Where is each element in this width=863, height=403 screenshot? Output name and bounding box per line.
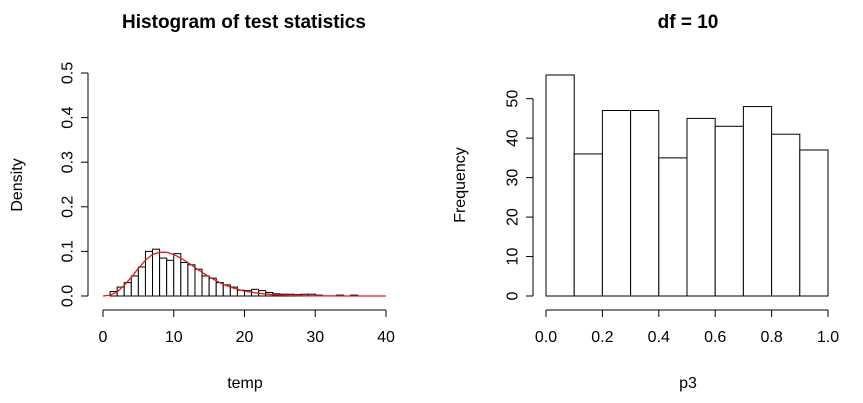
y-axis: 0.0 0.1 0.2 0.3 0.4 0.5 bbox=[60, 62, 89, 307]
histogram-bar bbox=[573, 153, 603, 297]
histogram-bar bbox=[799, 149, 829, 297]
y-tick-label: 20 bbox=[505, 208, 522, 226]
histogram-bar bbox=[201, 275, 210, 297]
histogram-bar bbox=[601, 110, 632, 297]
x-tick-label: 0.4 bbox=[648, 329, 670, 346]
frequency-histogram-panel: df = 10 p3 Frequency 0.0 0.2 0.4 0.6 0.8 1.0 … bbox=[452, 12, 839, 392]
density-histogram-panel: Histogram of test statistics temp Densit… bbox=[9, 12, 395, 392]
x-axis: 0 10 20 30 40 bbox=[99, 309, 395, 346]
histogram-bar bbox=[215, 282, 224, 297]
x-tick-label: 1.0 bbox=[817, 329, 839, 346]
histogram-bar bbox=[686, 117, 716, 297]
x-tick-label: 0.2 bbox=[591, 329, 613, 346]
histogram-bar bbox=[180, 262, 189, 297]
histogram-bar bbox=[159, 257, 168, 297]
histogram-bar bbox=[130, 275, 139, 297]
density-curve bbox=[102, 251, 386, 297]
x-axis-label: temp bbox=[227, 375, 263, 392]
y-tick-label: 0 bbox=[505, 291, 522, 300]
histogram-bar bbox=[630, 110, 660, 297]
chart-title: Histogram of test statistics bbox=[122, 12, 366, 33]
y-tick-label: 0.0 bbox=[60, 285, 77, 307]
x-tick-label: 10 bbox=[165, 329, 183, 346]
y-tick-label: 50 bbox=[505, 90, 522, 108]
y-tick-label: 10 bbox=[505, 248, 522, 266]
histogram-bar bbox=[194, 268, 203, 297]
histogram-bar bbox=[173, 253, 182, 297]
y-tick-label: 0.1 bbox=[60, 240, 77, 262]
histogram-bar bbox=[658, 157, 688, 297]
y-tick-label: 30 bbox=[505, 169, 522, 187]
density-curve-layer bbox=[102, 251, 386, 297]
y-axis: 0 10 20 30 40 50 bbox=[505, 90, 534, 300]
y-axis-label: Density bbox=[9, 158, 26, 211]
x-tick-label: 0.0 bbox=[535, 329, 557, 346]
histogram-bars bbox=[109, 248, 359, 297]
chart-title: df = 10 bbox=[658, 12, 719, 33]
x-axis-label: p3 bbox=[679, 375, 697, 392]
x-tick-label: 0 bbox=[99, 329, 108, 346]
y-tick-label: 0.3 bbox=[60, 151, 77, 173]
x-tick-label: 30 bbox=[306, 329, 324, 346]
x-tick-label: 0.8 bbox=[760, 329, 782, 346]
x-axis: 0.0 0.2 0.4 0.6 0.8 1.0 bbox=[535, 309, 839, 346]
histogram-bar bbox=[137, 266, 146, 297]
histogram-bars bbox=[545, 74, 829, 297]
x-tick-label: 40 bbox=[377, 329, 395, 346]
histogram-bar bbox=[545, 74, 575, 297]
y-tick-label: 40 bbox=[505, 129, 522, 147]
x-tick-label: 20 bbox=[236, 329, 254, 346]
histogram-bar bbox=[742, 106, 773, 297]
histogram-bar bbox=[187, 264, 196, 297]
histogram-bar bbox=[166, 259, 175, 297]
y-tick-label: 0.2 bbox=[60, 196, 77, 218]
histogram-bar bbox=[771, 133, 801, 297]
x-tick-label: 0.6 bbox=[704, 329, 726, 346]
y-axis-label: Frequency bbox=[452, 147, 469, 223]
histogram-bar bbox=[714, 125, 744, 297]
y-tick-label: 0.5 bbox=[60, 62, 77, 84]
y-tick-label: 0.4 bbox=[60, 106, 77, 128]
histogram-bar bbox=[152, 248, 161, 297]
